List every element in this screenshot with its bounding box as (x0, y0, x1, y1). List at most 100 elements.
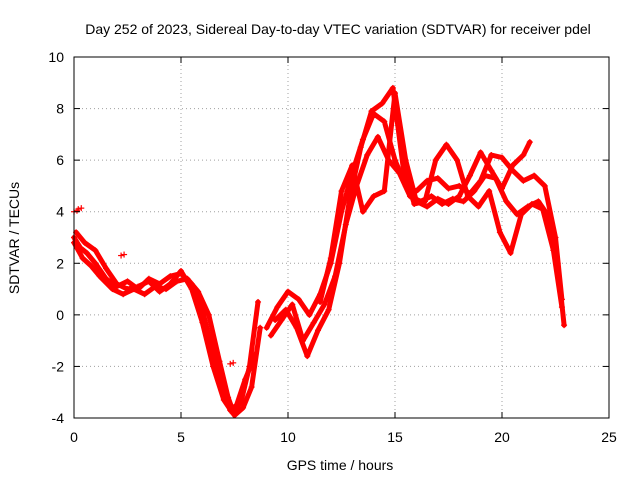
data-point (285, 288, 291, 295)
data-point (381, 188, 388, 195)
data-point (413, 188, 420, 195)
data-point (220, 396, 227, 403)
y-tick-label: 8 (56, 101, 64, 117)
data-point (130, 286, 137, 293)
data-point (289, 301, 296, 308)
x-tick-label: 0 (70, 429, 78, 445)
data-point (103, 275, 110, 282)
data-point (263, 324, 270, 331)
data-point (167, 273, 174, 280)
data-point (488, 167, 495, 174)
data-point (488, 151, 495, 158)
x-tick-label: 25 (601, 429, 617, 445)
data-point (406, 193, 413, 200)
chart-title: Day 252 of 2023, Sidereal Day-to-day VTE… (85, 21, 591, 37)
data-point (173, 278, 180, 285)
data-point (233, 402, 240, 409)
data-point (88, 262, 95, 269)
data-point (518, 211, 525, 218)
data-point (121, 251, 128, 258)
data-point (492, 175, 499, 182)
data-point (282, 306, 289, 313)
y-tick-label: 6 (56, 152, 64, 168)
data-point (230, 359, 237, 366)
data-point (503, 198, 510, 205)
data-point (439, 200, 446, 207)
data-point (240, 404, 247, 411)
data-point (524, 203, 531, 210)
data-point (471, 188, 478, 195)
data-point (456, 182, 463, 189)
x-tick-label: 15 (387, 429, 403, 445)
data-point (464, 193, 471, 200)
data-point (460, 198, 467, 205)
data-point (152, 283, 159, 290)
data-point (499, 154, 505, 161)
data-point (338, 188, 345, 195)
data-point (434, 195, 441, 202)
data-point (347, 193, 354, 200)
data-point (199, 306, 206, 313)
data-point (156, 280, 163, 287)
data-point (526, 139, 533, 146)
data-point (278, 317, 285, 324)
data-point (392, 90, 398, 97)
data-point (156, 288, 163, 295)
data-point (188, 286, 195, 293)
data-point (135, 283, 142, 290)
data-point (336, 260, 343, 267)
data-point (325, 306, 332, 313)
data-point (75, 206, 82, 213)
data-point (255, 298, 262, 305)
x-axis-ticks: 0 5 10 15 20 25 (70, 57, 617, 445)
data-point (83, 249, 90, 256)
data-point (353, 182, 360, 189)
data-point (520, 151, 527, 158)
data-point (552, 234, 559, 241)
data-point (413, 198, 420, 205)
data-point (205, 311, 212, 318)
data-point (477, 177, 484, 184)
data-point (109, 286, 116, 293)
data-point (210, 350, 217, 357)
data-point (225, 394, 232, 401)
data-point (475, 203, 482, 210)
data-point (118, 252, 125, 259)
data-point (274, 304, 281, 311)
data-point (342, 221, 349, 228)
data-point (332, 273, 339, 280)
data-point (364, 151, 371, 158)
data-point (81, 239, 88, 246)
data-point (509, 167, 516, 174)
data-point (92, 260, 99, 267)
y-tick-label: 4 (56, 204, 64, 220)
data-point (381, 118, 388, 125)
data-point (374, 133, 381, 140)
data-point (432, 157, 439, 164)
y-axis-ticks: -4 -2 0 2 4 6 8 10 (48, 49, 609, 426)
data-point (535, 198, 542, 205)
data-point (400, 167, 407, 174)
data-point (379, 100, 386, 107)
data-point (242, 376, 249, 383)
data-point (509, 162, 516, 169)
data-point (92, 247, 99, 254)
data-point (246, 363, 253, 370)
data-point (558, 304, 565, 311)
data-point (167, 280, 174, 287)
data-point (248, 384, 255, 391)
data-point (199, 319, 206, 326)
data-point (327, 255, 334, 262)
data-point (466, 172, 473, 179)
data-point (78, 205, 85, 212)
data-point (357, 144, 364, 151)
y-tick-label: -2 (52, 358, 65, 374)
data-point (481, 172, 488, 179)
y-tick-label: 2 (56, 255, 64, 271)
data-point (299, 337, 306, 344)
data-point (561, 322, 568, 329)
data-point (237, 399, 244, 406)
data-point (77, 244, 84, 251)
data-point (103, 265, 110, 272)
